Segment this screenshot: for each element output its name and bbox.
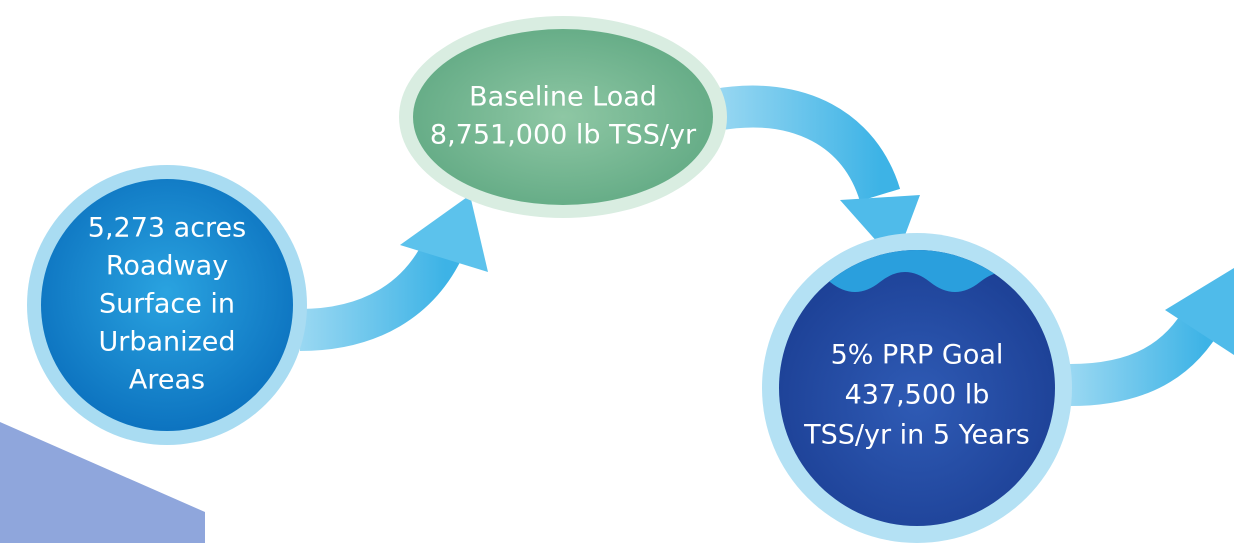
node-label: 8,751,000 lb TSS/yr [430,120,697,151]
arrow [1069,268,1234,406]
node-label: TSS/yr in 5 Years [803,420,1030,451]
node-goal [762,233,1072,543]
node-label: 5,273 acres [88,213,246,244]
corner-shape [0,422,205,543]
node-label: Baseline Load [469,82,657,113]
node-roadway [27,165,307,445]
node-baseline [399,16,727,218]
node-label: 5% PRP Goal [831,340,1004,371]
node-label: Urbanized [98,327,235,358]
node-label: 437,500 lb [845,380,990,411]
node-label: Areas [129,365,205,396]
arrow [299,195,488,351]
node-label: Surface in [99,289,235,320]
node-label: Roadway [106,251,228,282]
